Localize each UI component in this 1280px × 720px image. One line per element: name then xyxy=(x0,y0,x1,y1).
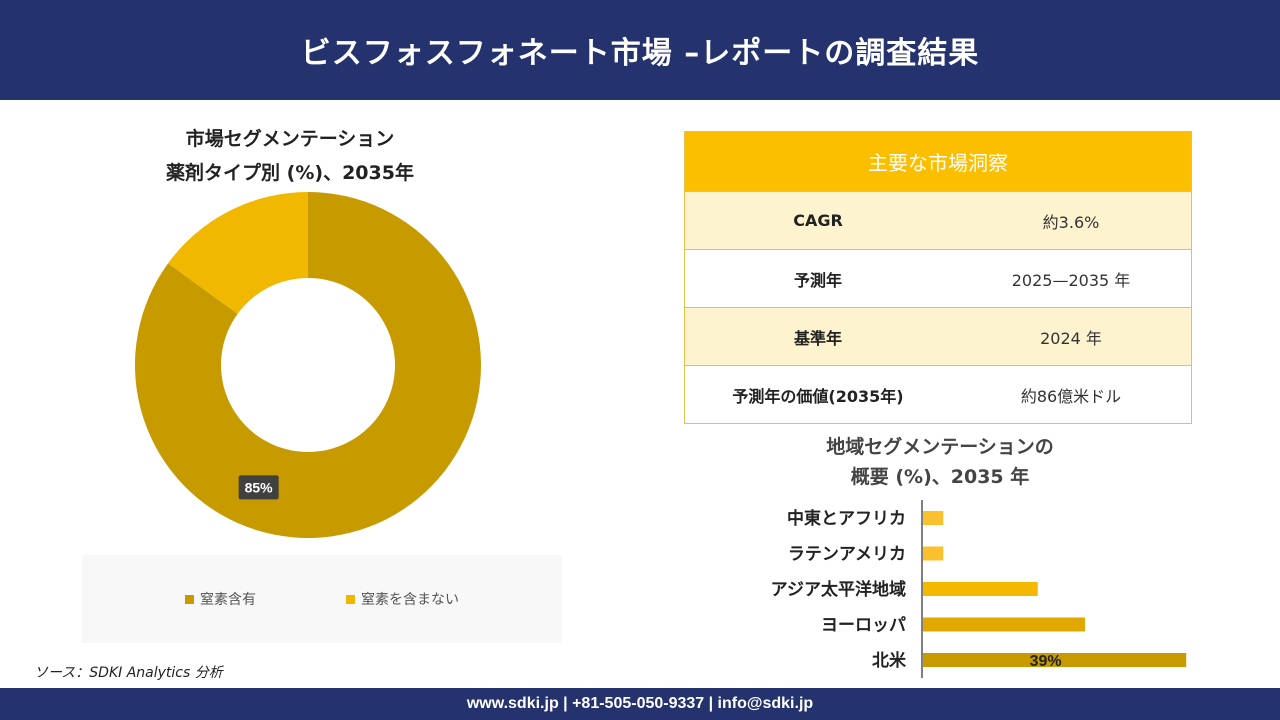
svg-text:85%: 85% xyxy=(245,479,274,495)
bar-category-label: ラテンアメリカ xyxy=(788,545,906,565)
bar xyxy=(923,582,1038,596)
donut-title-line2: 薬剤タイプ別 (%)、2035年 xyxy=(166,162,414,184)
insights-label: 基準年 xyxy=(793,328,842,348)
donut-chart: 85% xyxy=(134,192,482,538)
bar-data-label: 39% xyxy=(1030,653,1062,670)
bar xyxy=(923,546,944,561)
insights-value: 約86億米ドル xyxy=(1020,386,1122,406)
bar-chart-title: 地域セグメンテーションの 概要 (%)、2035 年 xyxy=(770,432,1110,492)
donut-data-label-0: 85% xyxy=(238,475,279,500)
page-footer: www.sdki.jp | +81-505-050-9337 | info@sd… xyxy=(0,688,1280,720)
legend-item-0: 窒素含有 xyxy=(185,589,256,609)
donut-slice-0 xyxy=(134,192,482,538)
insights-label: CAGR xyxy=(793,211,843,230)
bar-title-line2: 概要 (%)、2035 年 xyxy=(850,466,1030,488)
insights-value: 2024 年 xyxy=(1040,328,1102,348)
insights-row: CAGR 約3.6% xyxy=(685,191,1191,249)
bar-category-label: ヨーロッパ xyxy=(821,616,906,636)
legend-label-1: 窒素を含まない xyxy=(361,592,459,608)
page-header: ビスフォスフォネート市場 –レポートの調査結果 xyxy=(0,0,1280,100)
bar-category-label: 中東とアフリカ xyxy=(787,508,906,529)
bar xyxy=(923,653,1187,667)
insights-table: 主要な市場洞察 CAGR 約3.6% 予測年 2025—2035 年 基準年 2… xyxy=(684,131,1192,424)
donut-title-line1: 市場セグメンテーション xyxy=(185,128,395,150)
legend-swatch-1 xyxy=(346,594,355,604)
bar-title-line1: 地域セグメンテーションの xyxy=(826,436,1054,458)
donut-chart-title: 市場セグメンテーション 薬剤タイプ別 (%)、2035年 xyxy=(120,122,460,190)
bar-category-label: アジア太平洋地域 xyxy=(771,579,906,600)
insights-value: 約3.6% xyxy=(1042,212,1100,232)
bar-category-label: 北米 xyxy=(872,650,907,671)
legend-item-1: 窒素を含まない xyxy=(346,589,459,609)
insights-label: 予測年 xyxy=(793,270,842,290)
donut-slice-1 xyxy=(168,192,308,314)
legend-swatch-0 xyxy=(185,594,194,604)
source-note: ソース：SDKI Analytics 分析 xyxy=(34,665,223,681)
legend-label-0: 窒素含有 xyxy=(200,592,256,608)
insights-row: 基準年 2024 年 xyxy=(685,307,1191,365)
donut-legend: 窒素含有 窒素を含まない xyxy=(82,555,562,643)
bar xyxy=(923,511,944,525)
footer-contact: www.sdki.jp | +81-505-050-9337 | info@sd… xyxy=(466,695,814,712)
bar xyxy=(923,617,1085,632)
page-title: ビスフォスフォネート市場 –レポートの調査結果 xyxy=(300,36,980,71)
insights-title: 主要な市場洞察 xyxy=(685,132,1191,191)
insights-value: 2025—2035 年 xyxy=(1011,270,1131,290)
insights-label: 予測年の価値(2035年) xyxy=(732,386,904,406)
insights-row: 予測年 2025—2035 年 xyxy=(685,249,1191,307)
insights-row: 予測年の価値(2035年) 約86億米ドル xyxy=(685,365,1191,423)
